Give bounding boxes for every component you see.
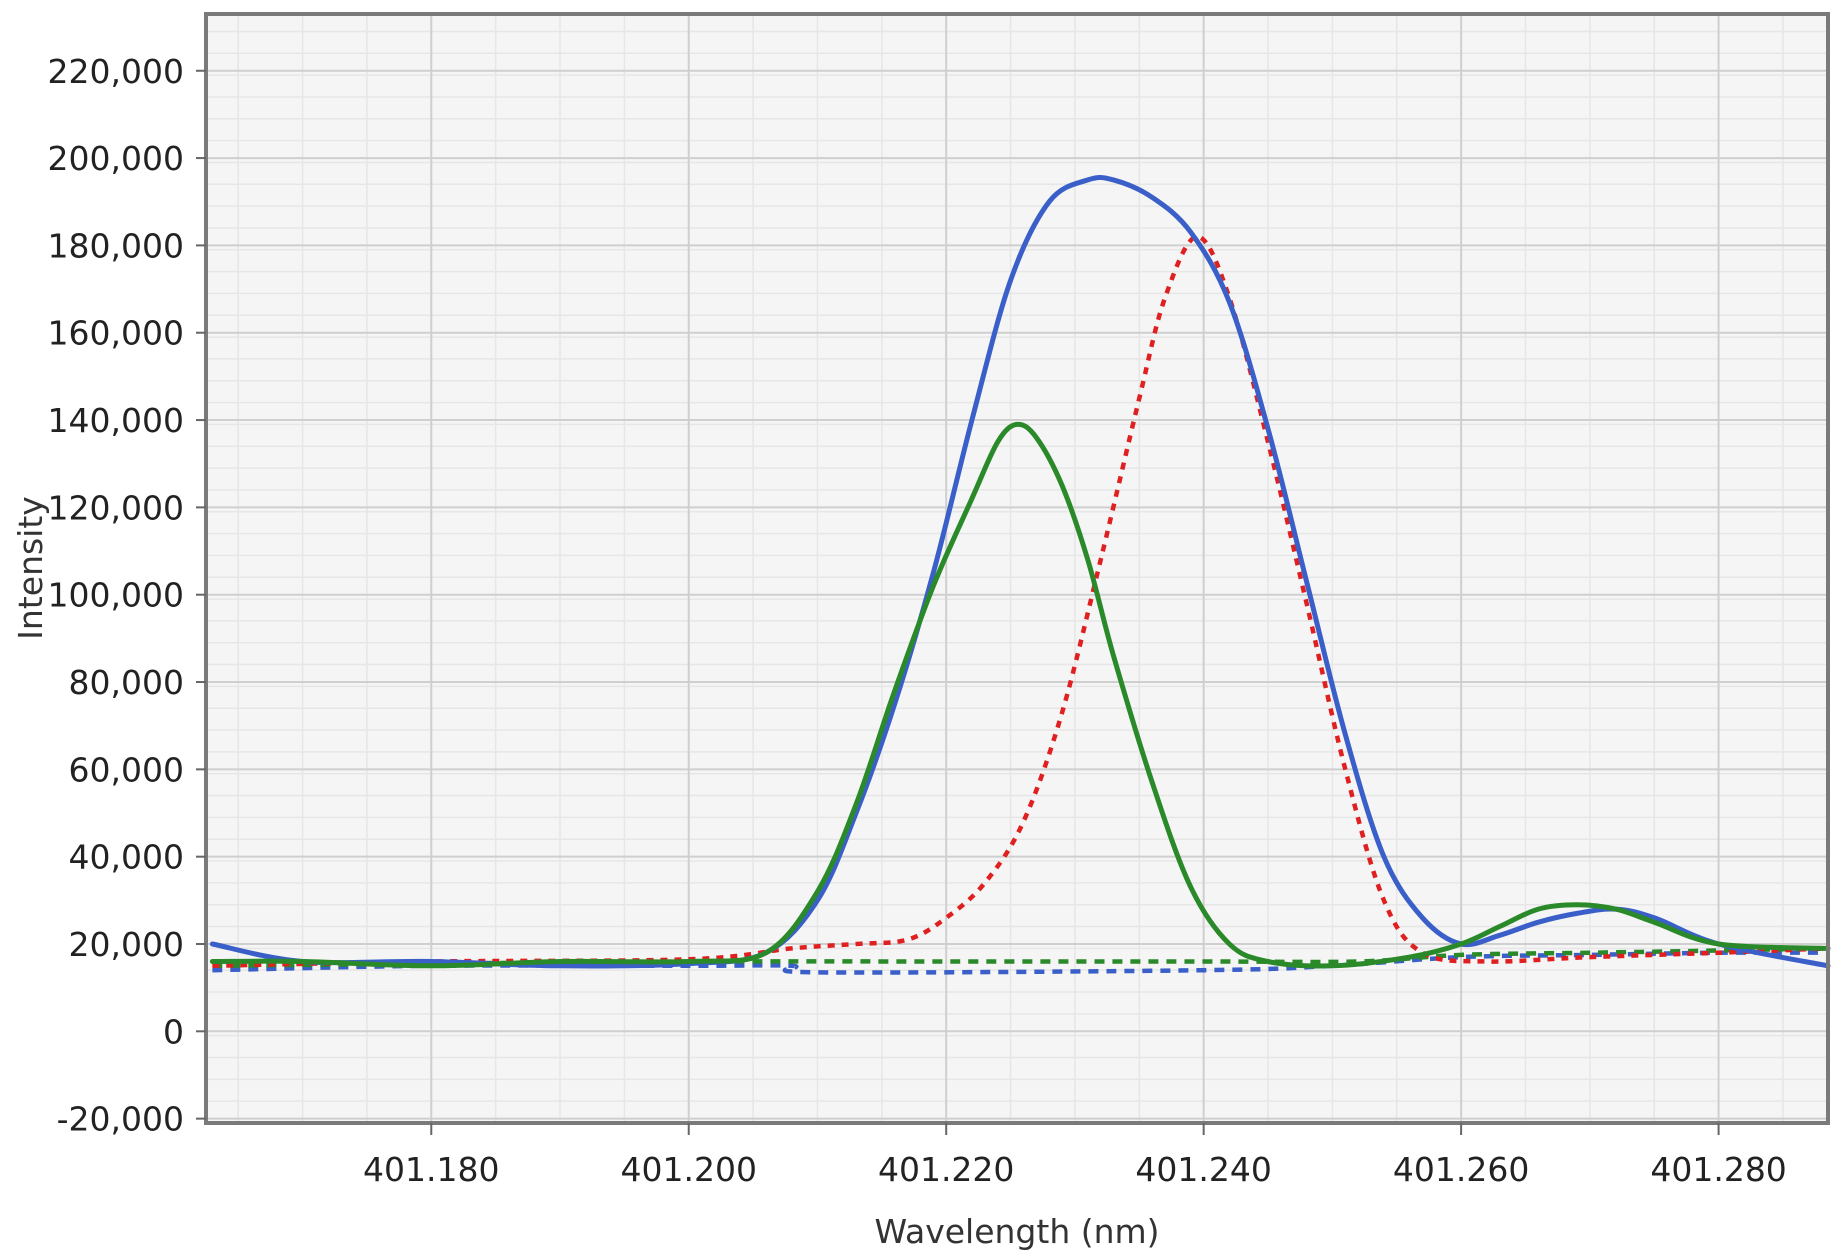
- y-tick-label: 60,000: [69, 750, 184, 789]
- y-tick-label: 220,000: [48, 52, 184, 91]
- y-tick-label: 80,000: [69, 663, 184, 702]
- y-tick-label: 0: [163, 1012, 184, 1051]
- x-tick-label: 401.200: [621, 1150, 757, 1189]
- x-tick-label: 401.260: [1393, 1150, 1529, 1189]
- ticks: -20,000 0 20,000 40,000 60,000 80,000 100,000 1…: [48, 52, 1787, 1189]
- series-red-dotted-line: [212, 234, 1829, 969]
- y-tick-label: 100,000: [48, 576, 184, 615]
- series-green-solid-line: [209, 421, 1831, 969]
- x-axis-title: Wavelength (nm): [874, 1212, 1159, 1251]
- y-tick-label: -20,000: [57, 1100, 184, 1139]
- y-tick-label: 160,000: [48, 314, 184, 353]
- y-axis-title: Intensity: [11, 496, 50, 640]
- grid: [206, 14, 1828, 1124]
- y-tick-label: 120,000: [48, 488, 184, 527]
- x-tick-label: 401.240: [1135, 1150, 1271, 1189]
- plot-frame: [204, 12, 1830, 1125]
- x-tick-label: 401.220: [878, 1150, 1014, 1189]
- y-tick-label: 40,000: [69, 838, 184, 877]
- y-tick-label: 180,000: [48, 226, 184, 265]
- y-tick-label: 20,000: [69, 925, 184, 964]
- x-tick-label: 401.280: [1650, 1150, 1786, 1189]
- y-tick-label: 140,000: [48, 401, 184, 440]
- plot-background: [206, 14, 1828, 1123]
- series-group: [209, 174, 1831, 975]
- x-tick-label: 401.180: [363, 1150, 499, 1189]
- series-green-dashed-line: [212, 946, 1829, 969]
- y-tick-label: 200,000: [48, 139, 184, 178]
